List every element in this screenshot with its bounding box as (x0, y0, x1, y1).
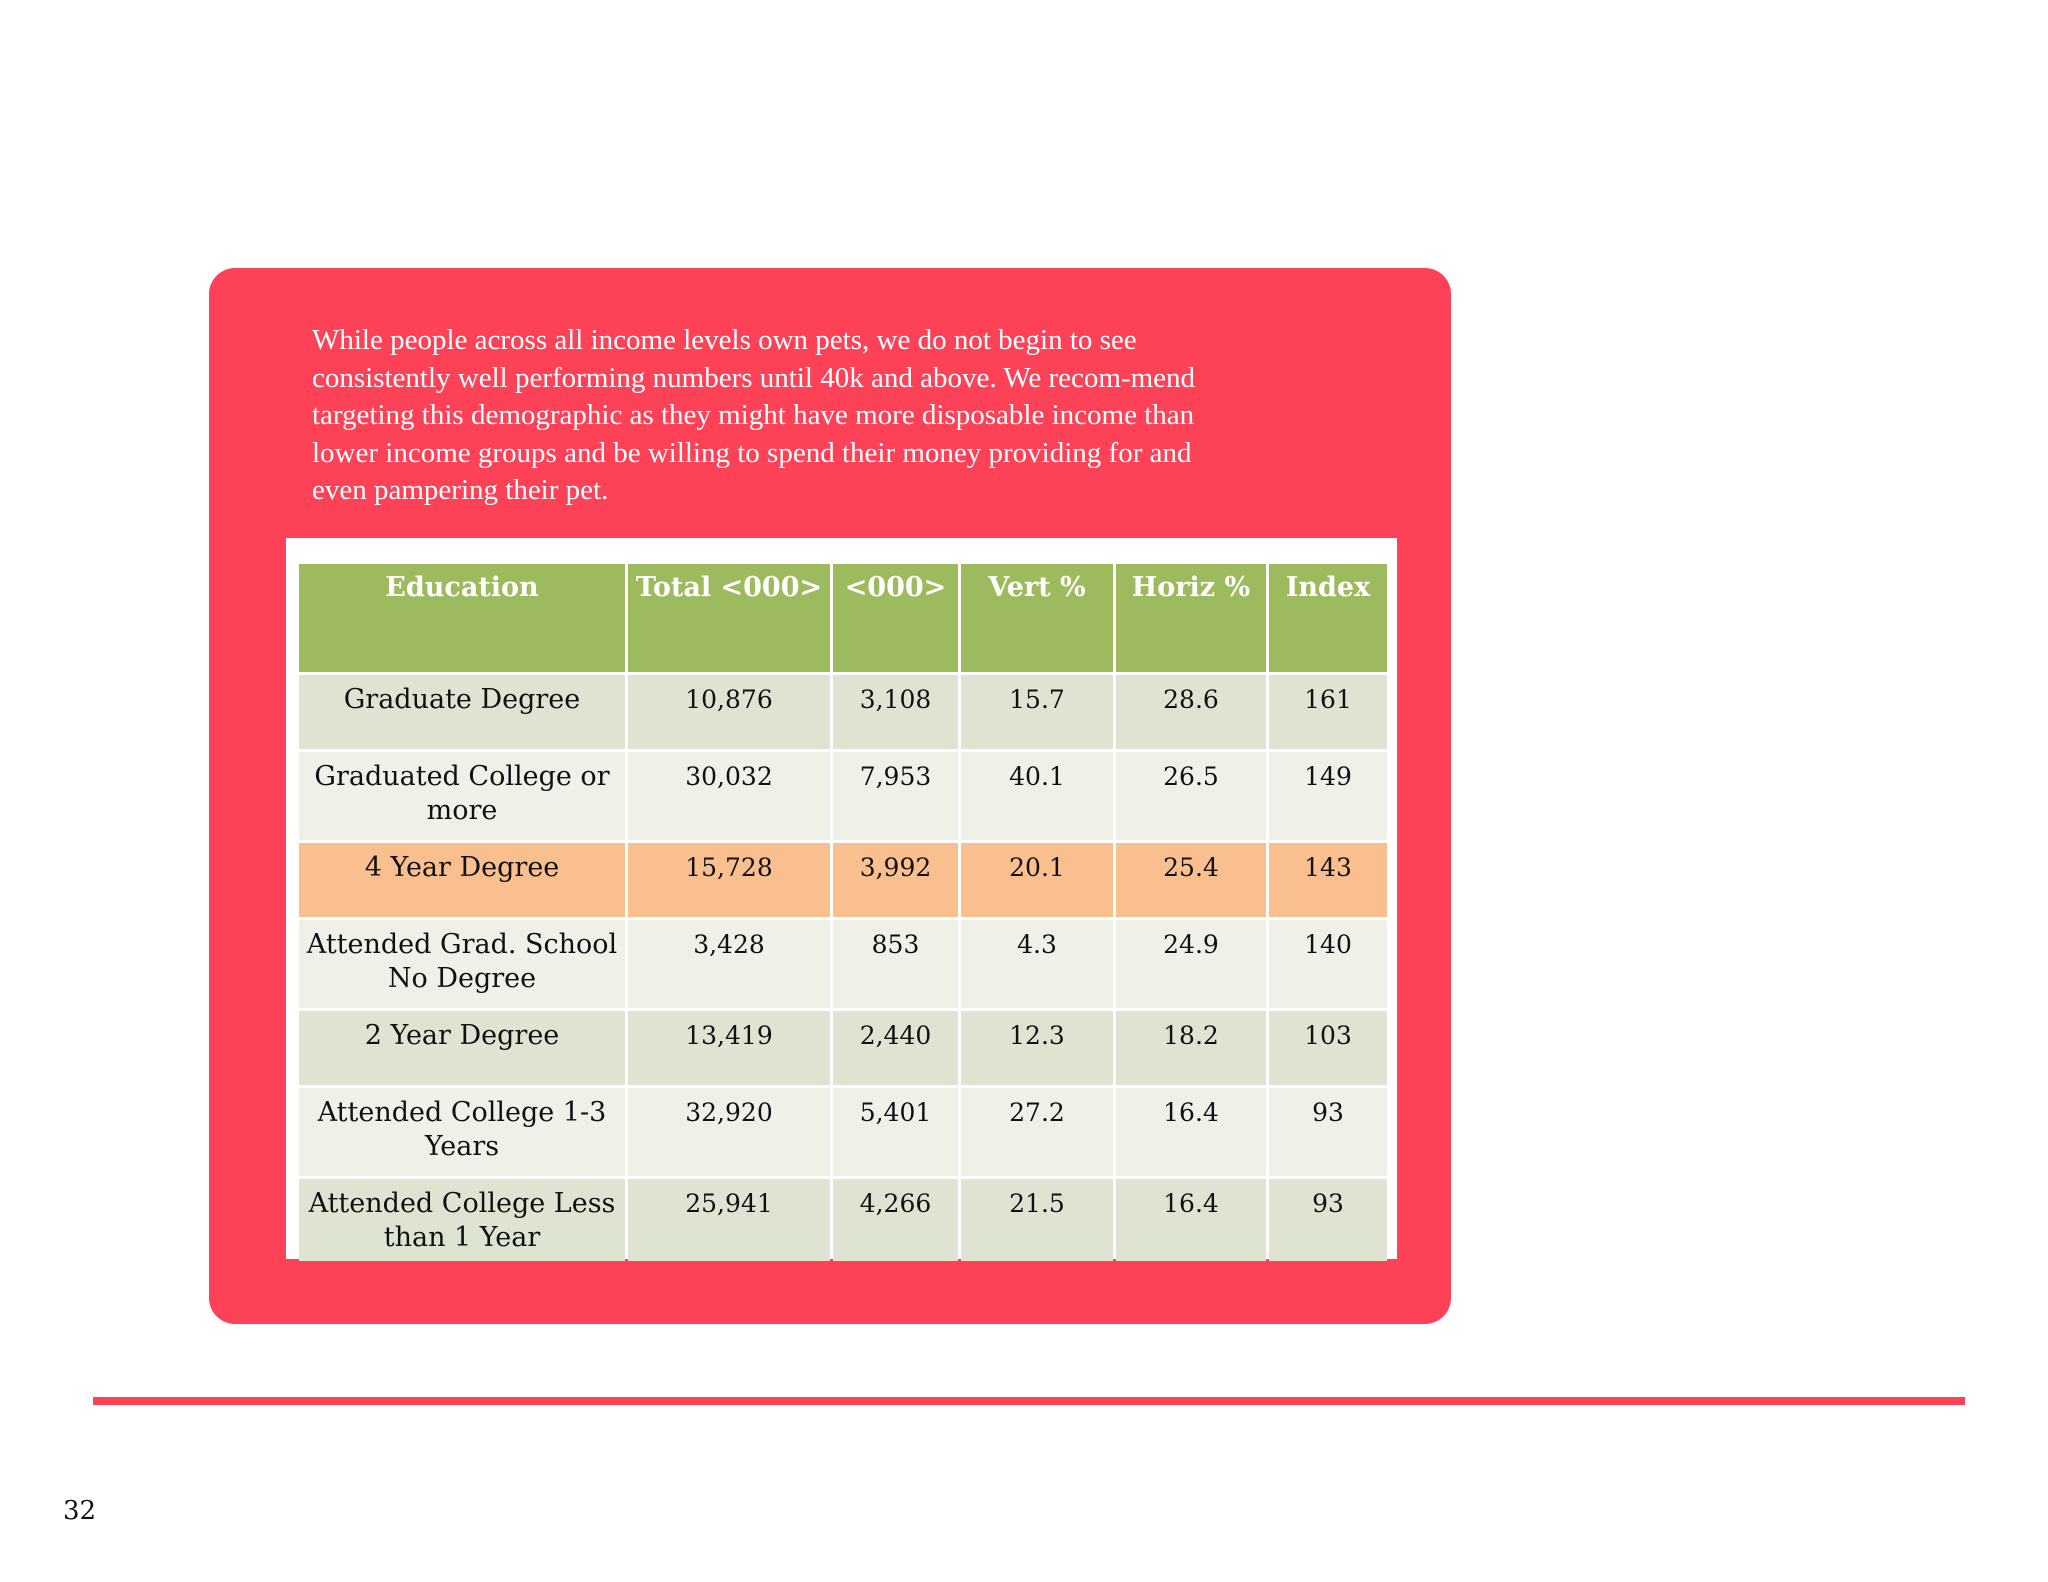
vert-pct-cell: 20.1 (961, 843, 1113, 917)
vert-pct-cell: 40.1 (961, 752, 1113, 840)
table-row: Attended Grad. School No Degree 3,428 85… (299, 920, 1387, 1008)
header-count: <000> (833, 564, 958, 672)
table-header-row: Education Total <000> <000> Vert % Horiz… (299, 564, 1387, 672)
count-cell: 5,401 (833, 1088, 958, 1176)
count-cell: 4,266 (833, 1179, 958, 1261)
index-cell: 140 (1269, 920, 1387, 1008)
page-number: 32 (63, 1496, 97, 1526)
index-cell: 149 (1269, 752, 1387, 840)
education-cell: Attended College Less than 1 Year (299, 1179, 625, 1261)
count-cell: 7,953 (833, 752, 958, 840)
horiz-pct-cell: 25.4 (1116, 843, 1266, 917)
vert-pct-cell: 21.5 (961, 1179, 1113, 1261)
education-cell: Attended Grad. School No Degree (299, 920, 625, 1008)
horiz-pct-cell: 18.2 (1116, 1011, 1266, 1085)
total-cell: 15,728 (628, 843, 830, 917)
education-cell: 4 Year Degree (299, 843, 625, 917)
table-frame: Education Total <000> <000> Vert % Horiz… (286, 538, 1397, 1261)
index-cell: 161 (1269, 675, 1387, 749)
footer-divider (93, 1397, 1965, 1405)
table-row: Graduated College or more 30,032 7,953 4… (299, 752, 1387, 840)
header-horiz-pct: Horiz % (1116, 564, 1266, 672)
total-cell: 25,941 (628, 1179, 830, 1261)
vert-pct-cell: 15.7 (961, 675, 1113, 749)
total-cell: 3,428 (628, 920, 830, 1008)
horiz-pct-cell: 26.5 (1116, 752, 1266, 840)
index-cell: 103 (1269, 1011, 1387, 1085)
header-education: Education (299, 564, 625, 672)
table-row: Attended College Less than 1 Year 25,941… (299, 1179, 1387, 1261)
horiz-pct-cell: 28.6 (1116, 675, 1266, 749)
total-cell: 10,876 (628, 675, 830, 749)
education-cell: Graduated College or more (299, 752, 625, 840)
table-row: Attended College 1-3 Years 32,920 5,401 … (299, 1088, 1387, 1176)
horiz-pct-cell: 16.4 (1116, 1088, 1266, 1176)
index-cell: 143 (1269, 843, 1387, 917)
education-table: Education Total <000> <000> Vert % Horiz… (296, 561, 1390, 1264)
horiz-pct-cell: 24.9 (1116, 920, 1266, 1008)
count-cell: 3,992 (833, 843, 958, 917)
total-cell: 13,419 (628, 1011, 830, 1085)
table-row-highlighted: 4 Year Degree 15,728 3,992 20.1 25.4 143 (299, 843, 1387, 917)
total-cell: 30,032 (628, 752, 830, 840)
index-cell: 93 (1269, 1179, 1387, 1261)
total-cell: 32,920 (628, 1088, 830, 1176)
vert-pct-cell: 27.2 (961, 1088, 1113, 1176)
table-row: Graduate Degree 10,876 3,108 15.7 28.6 1… (299, 675, 1387, 749)
vert-pct-cell: 12.3 (961, 1011, 1113, 1085)
vert-pct-cell: 4.3 (961, 920, 1113, 1008)
horiz-pct-cell: 16.4 (1116, 1179, 1266, 1261)
count-cell: 2,440 (833, 1011, 958, 1085)
intro-paragraph: While people across all income levels ow… (312, 324, 1196, 507)
education-cell: Graduate Degree (299, 675, 625, 749)
education-cell: Attended College 1-3 Years (299, 1088, 625, 1176)
count-cell: 853 (833, 920, 958, 1008)
header-index: Index (1269, 564, 1387, 672)
table-row: 2 Year Degree 13,419 2,440 12.3 18.2 103 (299, 1011, 1387, 1085)
header-total: Total <000> (628, 564, 830, 672)
header-vert-pct: Vert % (961, 564, 1113, 672)
index-cell: 93 (1269, 1088, 1387, 1176)
count-cell: 3,108 (833, 675, 958, 749)
education-cell: 2 Year Degree (299, 1011, 625, 1085)
